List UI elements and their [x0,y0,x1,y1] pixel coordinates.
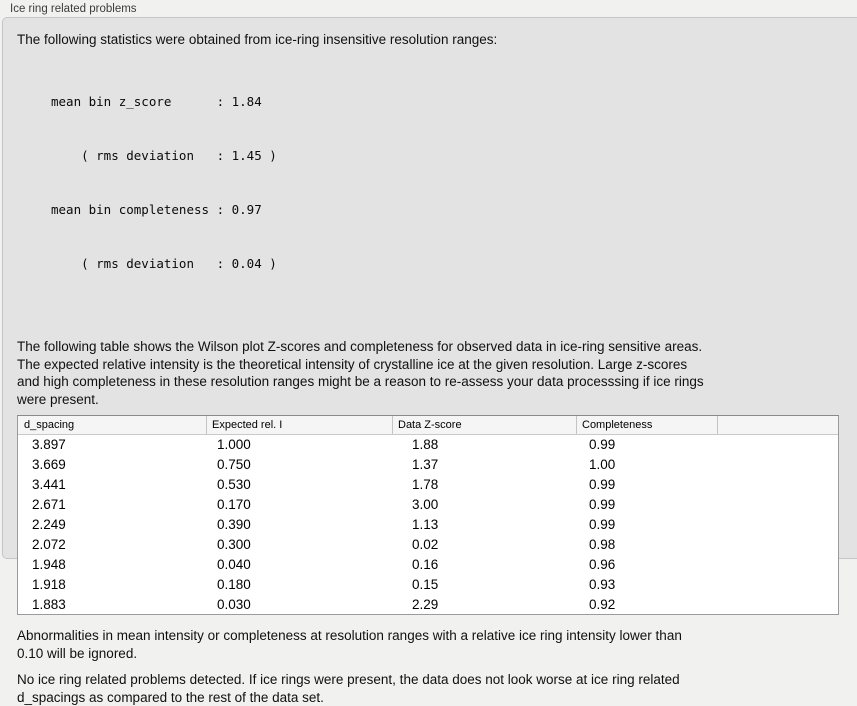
table-cell: 0.390 [217,517,251,532]
table-cell: 1.883 [32,596,66,612]
groupbox-title: Ice ring related problems [10,3,137,15]
stats-block: mean bin z_score : 1.84 ( rms deviation … [51,57,857,309]
table-cell: 0.030 [217,596,251,612]
table-note-line: and high completeness in these resolutio… [17,374,704,389]
table-cell: 0.300 [217,536,251,552]
conclusion-line: No ice ring related problems detected. I… [17,672,680,688]
ignore-note-line: 0.10 will be ignored. [17,645,138,661]
stat-line: ( rms deviation : 0.04 ) [51,256,277,271]
table-row[interactable]: 3.897 1.000 1.88 0.99 [18,435,838,455]
stat-line: mean bin completeness : 0.97 [51,202,262,217]
stat-line: ( rms deviation : 1.45 ) [51,148,277,163]
ice-ring-table: d_spacing Expected rel. I Data Z-score C… [17,415,839,616]
table-row[interactable]: 3.669 0.750 1.37 1.00 [18,455,838,475]
table-cell: 1.000 [217,437,251,453]
table-cell: 1.88 [412,437,439,453]
table-row[interactable]: 1.918 0.180 0.15 0.93 [18,574,838,594]
table-row[interactable]: 2.249 0.390 1.13 0.99 [18,515,838,535]
table-cell: 1.13 [412,517,439,532]
table-cell: 0.15 [412,576,439,592]
table-note-line: were present. [17,391,99,407]
table-note: The following table shows the Wilson plo… [17,338,857,408]
table-row[interactable]: 1.948 0.040 0.16 0.96 [18,554,838,574]
intro-text: The following statistics were obtained f… [17,32,498,47]
table-cell: 0.96 [589,556,616,572]
ignore-note-line: Abnormalities in mean intensity or compl… [17,628,682,644]
ignore-note: Abnormalities in mean intensity or compl… [17,627,857,662]
table-cell: 1.948 [32,556,66,572]
table-row[interactable]: 3.441 0.530 1.78 0.99 [18,475,838,495]
table-cell: 1.918 [32,576,66,592]
table-header-row: d_spacing Expected rel. I Data Z-score C… [18,416,838,435]
table-cell: 0.040 [217,556,251,572]
table-cell: 2.671 [32,497,66,513]
table-row[interactable]: 2.671 0.170 3.00 0.99 [18,495,838,515]
table-row[interactable]: 2.072 0.300 0.02 0.98 [18,534,838,554]
table-cell: 2.29 [412,596,439,612]
table-cell: 0.750 [217,457,251,473]
column-header-empty [717,416,838,434]
column-header-d-spacing[interactable]: d_spacing [24,419,75,431]
table-cell: 1.00 [589,457,616,473]
stat-line: mean bin z_score : 1.84 [51,94,262,109]
table-cell: 0.530 [217,477,251,493]
table-cell: 0.92 [589,596,616,612]
table-cell: 0.170 [217,497,251,513]
table-cell: 0.180 [217,576,251,592]
table-cell: 1.37 [412,457,439,473]
table-cell: 0.93 [589,576,616,592]
table-note-line: The expected relative intensity is the t… [17,356,688,372]
column-header-expected-rel-i[interactable]: Expected rel. I [206,416,392,434]
table-cell: 0.02 [412,536,439,552]
column-header-data-z-score[interactable]: Data Z-score [392,416,576,434]
table-cell: 0.99 [589,517,616,532]
table-cell: 0.99 [589,477,616,493]
table-cell: 0.16 [412,556,439,572]
table-cell: 3.669 [32,457,66,473]
table-row[interactable]: 1.883 0.030 2.29 0.92 [18,594,838,614]
column-header-completeness[interactable]: Completeness [576,416,717,434]
ice-ring-panel: The following statistics were obtained f… [2,17,857,705]
table-cell: 3.441 [32,477,66,493]
table-cell: 0.99 [589,497,616,513]
table-note-line: The following table shows the Wilson plo… [17,339,703,354]
table-cell: 0.98 [589,536,616,552]
table-body: 3.897 1.000 1.88 0.99 3.669 0.750 1.37 1.00 3.44… [18,435,838,614]
conclusion: No ice ring related problems detected. I… [17,671,857,706]
table-cell: 2.072 [32,536,66,552]
table-cell: 3.00 [412,497,439,513]
table-cell: 3.897 [32,437,66,453]
table-cell: 1.78 [412,477,439,493]
table-cell: 0.99 [589,437,616,453]
conclusion-line: d_spacings as compared to the rest of th… [17,689,324,705]
table-cell: 2.249 [32,517,66,532]
